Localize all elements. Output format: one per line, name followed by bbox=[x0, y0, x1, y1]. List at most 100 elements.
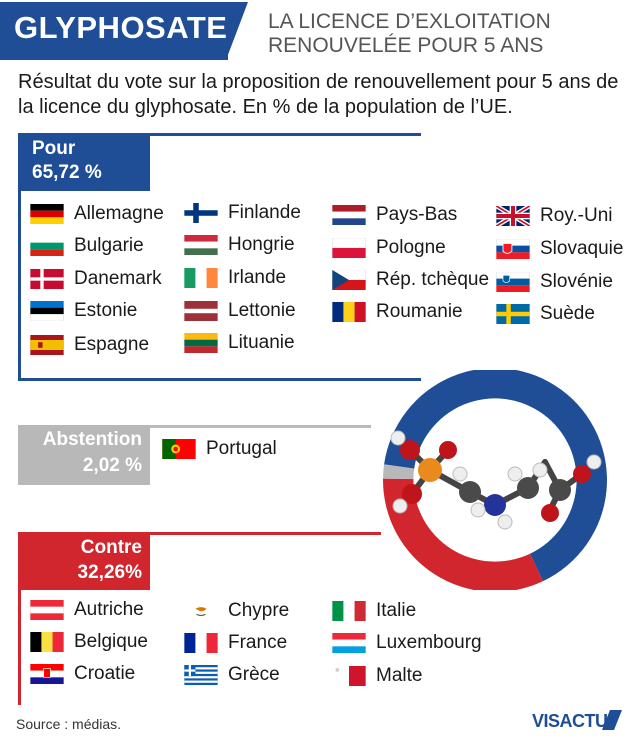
title-banner bbox=[0, 2, 228, 60]
country-malte: Malte bbox=[332, 663, 422, 689]
country-name: Bulgarie bbox=[74, 235, 144, 256]
country-irlande: Irlande bbox=[184, 265, 286, 291]
abstention-label: Abstention bbox=[42, 429, 142, 450]
country-name: Rép. tchèque bbox=[376, 269, 490, 290]
country-name: Belgique bbox=[74, 631, 148, 652]
country-name: Espagne bbox=[74, 334, 150, 355]
country-name: Grèce bbox=[228, 664, 280, 685]
source-note: Source : médias. bbox=[16, 716, 122, 732]
country-autriche: Autriche bbox=[30, 597, 144, 623]
country-name: Chypre bbox=[228, 600, 290, 621]
country-luxembourg: Luxembourg bbox=[332, 630, 482, 656]
belgium-flag-icon bbox=[30, 632, 64, 652]
vote-donut-chart bbox=[383, 370, 607, 590]
contre-header: Contre 32,26% bbox=[18, 532, 150, 590]
country-slovaquie: Slovaquie bbox=[496, 236, 623, 262]
germany-flag-icon bbox=[30, 204, 64, 224]
finland-flag-icon bbox=[184, 203, 218, 223]
country-name: Irlande bbox=[228, 267, 287, 288]
country-name: Croatie bbox=[74, 663, 136, 684]
country-grece: Grèce bbox=[184, 662, 280, 688]
subtitle-line-1: LA LICENCE D’EXLOITATION bbox=[268, 10, 551, 33]
country-bulgarie: Bulgarie bbox=[30, 233, 144, 259]
country-roy-uni: Roy.-Uni bbox=[496, 203, 613, 229]
austria-flag-icon bbox=[30, 600, 64, 620]
country-name: Portugal bbox=[206, 438, 277, 459]
country-portugal: Portugal bbox=[162, 436, 277, 462]
country-finlande: Finlande bbox=[184, 200, 301, 226]
subtitle-line-2: RENOUVELÉE POUR 5 ANS bbox=[268, 34, 544, 57]
country-name: Pologne bbox=[376, 237, 446, 258]
country-belgique: Belgique bbox=[30, 629, 148, 655]
spain-flag-icon bbox=[30, 335, 64, 355]
glyphosate-molecule-illustration bbox=[390, 430, 602, 530]
page-subtitle: LA LICENCE D’EXLOITATION RENOUVELÉE POUR… bbox=[268, 10, 628, 58]
netherlands-flag-icon bbox=[332, 205, 366, 225]
country-name: Malte bbox=[376, 665, 423, 686]
czech-flag-icon bbox=[332, 270, 366, 290]
lithuania-flag-icon bbox=[184, 333, 218, 353]
sweden-flag-icon bbox=[496, 304, 530, 324]
poland-flag-icon bbox=[332, 238, 366, 258]
contre-value: 32,26% bbox=[77, 562, 142, 583]
country-lituanie: Lituanie bbox=[184, 330, 295, 356]
uk-flag-icon bbox=[496, 206, 530, 226]
country-name: Lituanie bbox=[228, 332, 295, 353]
estonia-flag-icon bbox=[30, 301, 64, 321]
contre-group-box bbox=[18, 532, 381, 705]
country-chypre: Chypre bbox=[184, 598, 289, 624]
country-slovenie: Slovénie bbox=[496, 269, 613, 295]
country-name: Hongrie bbox=[228, 234, 295, 255]
country-name: Lettonie bbox=[228, 300, 296, 321]
country-danemark: Danemark bbox=[30, 266, 162, 292]
greece-flag-icon bbox=[184, 665, 218, 685]
country-name: Roy.-Uni bbox=[540, 205, 613, 226]
italy-flag-icon bbox=[332, 601, 366, 621]
country-name: Autriche bbox=[74, 599, 144, 620]
svg-text:VISACTU: VISACTU bbox=[532, 711, 608, 731]
country-estonie: Estonie bbox=[30, 298, 137, 324]
country-espagne: Espagne bbox=[30, 332, 149, 358]
visactu-logo-mark: VISACTU bbox=[532, 710, 622, 731]
luxembourg-flag-icon bbox=[332, 633, 366, 653]
abstention-value: 2,02 % bbox=[82, 455, 142, 476]
denmark-flag-icon bbox=[30, 269, 64, 289]
donut-slice-abstention bbox=[383, 464, 415, 479]
country-lettonie: Lettonie bbox=[184, 298, 296, 324]
slovenia-flag-icon bbox=[496, 272, 530, 292]
intro-text: Résultat du vote sur la proposition de r… bbox=[18, 71, 619, 118]
country-name: Italie bbox=[376, 600, 417, 621]
country-rep-tcheque: Rép. tchèque bbox=[332, 267, 489, 293]
portugal-flag-icon bbox=[162, 439, 196, 459]
visactu-logo: VISACTU bbox=[532, 708, 622, 732]
contre-label: Contre bbox=[80, 537, 142, 558]
country-name: Estonie bbox=[74, 300, 138, 321]
country-name: Finlande bbox=[228, 202, 301, 223]
bulgaria-flag-icon bbox=[30, 236, 64, 256]
page-title: GLYPHOSATE bbox=[14, 10, 228, 45]
country-allemagne: Allemagne bbox=[30, 201, 164, 227]
ireland-flag-icon bbox=[184, 268, 218, 288]
country-suede: Suède bbox=[496, 301, 595, 327]
pour-group-box bbox=[18, 133, 421, 381]
malta-flag-icon bbox=[332, 666, 366, 686]
country-italie: Italie bbox=[332, 598, 416, 624]
abstention-header: Abstention 2,02 % bbox=[18, 425, 150, 485]
donut-segments bbox=[383, 370, 607, 590]
cyprus-flag-icon bbox=[184, 601, 218, 621]
country-name: Suède bbox=[540, 303, 595, 324]
france-flag-icon bbox=[184, 633, 218, 653]
country-croatie: Croatie bbox=[30, 661, 135, 687]
slovakia-flag-icon bbox=[496, 239, 530, 259]
country-pologne: Pologne bbox=[332, 235, 446, 261]
pour-header: Pour 65,72 % bbox=[18, 133, 150, 191]
country-france: France bbox=[184, 630, 287, 656]
country-roumanie: Roumanie bbox=[332, 299, 463, 325]
country-name: Slovénie bbox=[540, 271, 613, 292]
latvia-flag-icon bbox=[184, 301, 218, 321]
romania-flag-icon bbox=[332, 302, 366, 322]
croatia-flag-icon bbox=[30, 664, 64, 684]
pour-value: 65,72 % bbox=[32, 162, 102, 183]
header: GLYPHOSATE LA LICENCE D’EXLOITATION RENO… bbox=[0, 0, 640, 62]
country-name: France bbox=[228, 632, 288, 653]
